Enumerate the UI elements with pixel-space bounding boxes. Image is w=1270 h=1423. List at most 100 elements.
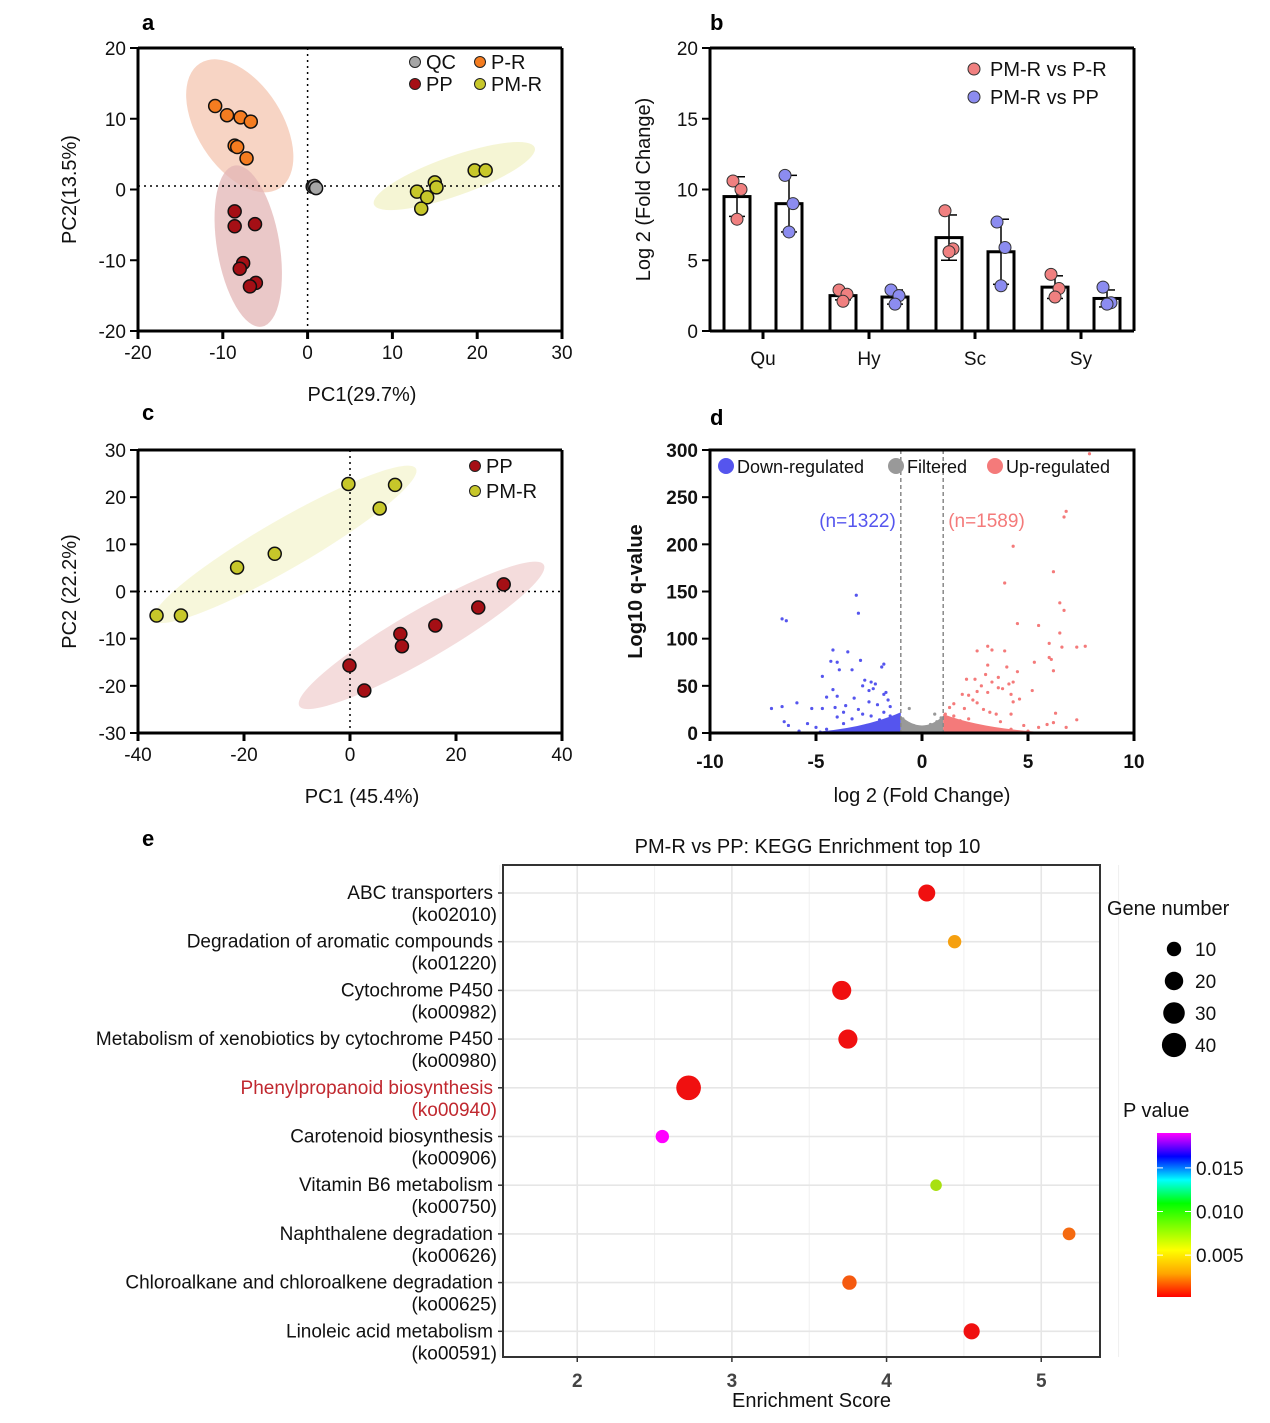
volcano-point-down-regulated	[861, 684, 865, 688]
panel-b: b Qu Hy Sc Sy 0 5 10 15 20 Log 2 (Fold Change) PM-R…	[633, 10, 1136, 370]
y-tick-label: 300	[666, 441, 698, 462]
data-point-pm-r	[267, 546, 282, 562]
size-legend-label: 20	[1195, 972, 1216, 993]
size-legend-marker	[1163, 1002, 1185, 1024]
y-tick-label: 20	[105, 488, 126, 509]
pathway-name: Naphthalene degradation	[280, 1224, 493, 1245]
x-tick-label: 5	[1036, 1371, 1047, 1392]
volcano-point-down-regulated	[882, 710, 886, 714]
color-bar	[1157, 1133, 1191, 1297]
enrichment-bubble	[930, 1179, 942, 1191]
x-tick-label: 2	[572, 1371, 583, 1392]
x-axis-label: log 2 (Fold Change)	[834, 785, 1011, 807]
volcano-point-up-regulated	[988, 710, 992, 714]
volcano-point-down-regulated	[835, 715, 839, 719]
legend-label: Up-regulated	[1006, 457, 1110, 477]
legend-label: Filtered	[907, 457, 967, 477]
volcano-point-up-regulated	[981, 707, 986, 712]
volcano-point-up-regulated	[1087, 452, 1092, 456]
x-tick-label: 3	[727, 1371, 738, 1392]
enrichment-bubble	[655, 1129, 669, 1144]
legend-marker-pm-r	[474, 78, 486, 90]
legend-label: PM-R vs PP	[990, 87, 1099, 109]
volcano-point-down-regulated	[829, 659, 833, 663]
replicate-point	[1044, 267, 1058, 281]
volcano-point-up-regulated	[1075, 718, 1079, 722]
panel-e: e ABC transporters(ko02010) Degradation of…	[96, 826, 1244, 1412]
data-point-pm-r	[173, 608, 189, 623]
volcano-density-filtered	[900, 716, 944, 733]
volcano-point-down-regulated	[858, 658, 863, 662]
volcano-point-up-regulated	[990, 648, 994, 652]
volcano-point-down-regulated	[846, 650, 850, 654]
volcano-point-up-regulated	[1058, 601, 1062, 605]
volcano-point-up-regulated	[986, 644, 990, 648]
data-point-pm-r	[372, 501, 387, 516]
y-tick-label: 200	[666, 535, 698, 556]
replicate-point	[998, 241, 1012, 255]
y-tick-label: 10	[105, 535, 126, 556]
legend-marker-pp	[409, 78, 421, 90]
enrichment-bubble	[918, 884, 936, 902]
plot-frame	[502, 864, 1101, 1358]
volcano-point-down-regulated	[861, 712, 865, 716]
x-tick-label: 5	[1023, 752, 1034, 773]
volcano-point-down-regulated	[850, 717, 854, 721]
volcano-point-up-regulated	[975, 649, 979, 653]
data-point-pm-r	[149, 608, 164, 623]
legend-marker-qc	[409, 56, 421, 68]
y-tick-label: 150	[666, 583, 698, 604]
pathway-name: ABC transporters	[347, 883, 493, 904]
volcano-point-filtered	[933, 712, 937, 716]
color-legend: P value 0.015 0.010 0.005	[1123, 1100, 1244, 1297]
enrichment-bubble	[1062, 1227, 1076, 1241]
volcano-point-up-regulated	[1037, 725, 1041, 729]
replicate-point	[990, 215, 1004, 229]
volcano-point-down-regulated	[805, 721, 810, 726]
replicate-point	[888, 297, 902, 311]
volcano-point-up-regulated	[1051, 570, 1056, 574]
pathway-id: (ko00980)	[411, 1051, 497, 1072]
data-point-pp	[496, 577, 511, 592]
data-point-pm-r	[429, 180, 444, 195]
pathway-name: Degradation of aromatic compounds	[187, 932, 493, 953]
legend-marker	[987, 458, 1003, 474]
volcano-point-up-regulated	[990, 680, 994, 684]
data-point-pp	[247, 216, 263, 232]
legend-marker-p-r	[474, 56, 486, 68]
x-tick-label: 0	[345, 745, 356, 766]
color-legend-title: P value	[1123, 1100, 1189, 1122]
replicate-point	[942, 245, 956, 259]
panel-c: c -40 -20 0 20 40 -30 -20 -10 0 10 20 30 PC1 (45.4%) P…	[59, 400, 573, 808]
pathway-id: (ko00625)	[411, 1295, 497, 1316]
volcano-point-up-regulated	[1037, 623, 1041, 628]
y-tick-label: 100	[666, 630, 698, 651]
down-count-label: (n=1322)	[819, 511, 896, 532]
volcano-point-up-regulated	[1064, 725, 1068, 729]
volcano-point-up-regulated	[960, 692, 964, 696]
volcano-point-down-regulated	[825, 695, 829, 699]
volcano-point-down-regulated	[841, 721, 846, 726]
volcano-point-up-regulated	[1022, 723, 1026, 728]
volcano-point-up-regulated	[979, 684, 983, 688]
replicate-point	[1100, 297, 1114, 311]
volcano-point-down-regulated	[810, 706, 814, 711]
x-tick-label: 20	[467, 343, 488, 364]
replicate-point	[726, 174, 740, 188]
volcano-point-up-regulated	[996, 675, 1000, 679]
confidence-ellipse-p-r	[186, 59, 294, 193]
bar-qu-pr	[722, 195, 752, 333]
volcano-point-down-regulated	[880, 665, 884, 669]
volcano-point-up-regulated	[947, 705, 952, 710]
volcano-point-down-regulated	[882, 662, 886, 666]
data-point-p-r	[207, 98, 223, 114]
pathway-name: Carotenoid biosynthesis	[290, 1127, 493, 1148]
volcano-point-up-regulated	[1017, 697, 1022, 701]
pathway-id: (ko02010)	[411, 905, 497, 926]
replicate-point	[836, 294, 850, 308]
volcano-point-down-regulated	[869, 680, 873, 684]
volcano-point-down-regulated	[873, 682, 877, 686]
y-tick-label: 20	[105, 39, 126, 60]
x-axis-label: Enrichment Score	[732, 1390, 891, 1412]
